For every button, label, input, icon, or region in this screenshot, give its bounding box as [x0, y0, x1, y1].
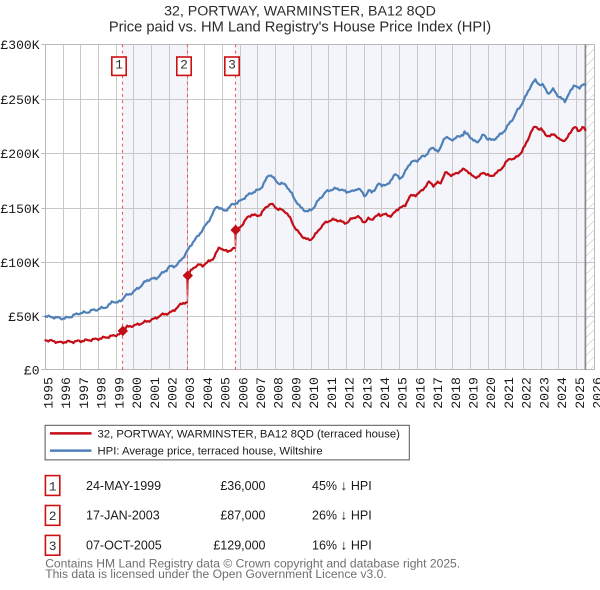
svg-text:2023: 2023: [537, 377, 552, 409]
svg-text:£36,000: £36,000: [220, 479, 265, 493]
svg-text:2001: 2001: [148, 377, 163, 409]
svg-text:2: 2: [180, 58, 188, 73]
svg-text:2004: 2004: [201, 377, 216, 409]
svg-text:£87,000: £87,000: [220, 509, 265, 523]
svg-text:2021: 2021: [502, 377, 517, 409]
svg-text:£129,000: £129,000: [213, 539, 265, 553]
svg-text:£150K: £150K: [0, 202, 39, 217]
svg-text:2019: 2019: [467, 377, 482, 409]
svg-text:1999: 1999: [112, 377, 127, 409]
svg-text:32, PORTWAY, WARMINSTER, BA12: 32, PORTWAY, WARMINSTER, BA12 8QD (terra…: [98, 428, 401, 440]
svg-text:2017: 2017: [431, 377, 446, 409]
svg-text:£200K: £200K: [0, 147, 39, 162]
svg-text:32, PORTWAY, WARMINSTER, BA12: 32, PORTWAY, WARMINSTER, BA12 8QD: [164, 4, 436, 20]
svg-text:45% ↓ HPI: 45% ↓ HPI: [312, 478, 372, 493]
svg-text:HPI: Average price, terraced h: HPI: Average price, terraced house, Wilt…: [98, 446, 323, 458]
svg-text:24-MAY-1999: 24-MAY-1999: [86, 479, 161, 493]
svg-text:1997: 1997: [77, 377, 92, 409]
svg-text:1995: 1995: [42, 377, 57, 409]
svg-text:2002: 2002: [166, 377, 181, 409]
svg-text:1: 1: [115, 58, 123, 73]
svg-text:2025: 2025: [573, 377, 588, 409]
svg-text:2022: 2022: [520, 377, 535, 409]
svg-text:2024: 2024: [555, 377, 570, 409]
svg-text:3: 3: [49, 539, 57, 554]
svg-text:2010: 2010: [307, 377, 322, 409]
svg-text:17-JAN-2003: 17-JAN-2003: [86, 509, 160, 523]
svg-text:£250K: £250K: [0, 93, 39, 108]
svg-text:2006: 2006: [236, 377, 251, 409]
svg-text:£300K: £300K: [0, 38, 39, 53]
svg-text:2005: 2005: [219, 377, 234, 409]
svg-text:3: 3: [228, 58, 236, 73]
svg-text:Price paid vs. HM Land Registr: Price paid vs. HM Land Registry's House …: [109, 20, 491, 36]
svg-text:£100K: £100K: [0, 256, 39, 271]
svg-text:2014: 2014: [378, 377, 393, 409]
svg-text:£50K: £50K: [8, 310, 39, 325]
svg-text:1: 1: [49, 479, 57, 494]
svg-text:2007: 2007: [254, 377, 269, 409]
svg-text:1996: 1996: [59, 377, 74, 409]
svg-text:26% ↓ HPI: 26% ↓ HPI: [312, 508, 372, 523]
svg-text:Contains HM Land Registry data: Contains HM Land Registry data © Crown c…: [45, 557, 460, 571]
svg-text:2013: 2013: [360, 377, 375, 409]
svg-text:2011: 2011: [325, 377, 340, 409]
svg-text:2015: 2015: [396, 377, 411, 409]
svg-text:£0: £0: [24, 363, 40, 378]
svg-text:2000: 2000: [130, 377, 145, 409]
svg-text:16% ↓ HPI: 16% ↓ HPI: [312, 538, 372, 553]
svg-text:This data is licensed under th: This data is licensed under the Open Gov…: [45, 567, 387, 581]
svg-text:2026: 2026: [591, 377, 600, 409]
svg-text:2009: 2009: [289, 377, 304, 409]
svg-text:2008: 2008: [272, 377, 287, 409]
svg-text:1998: 1998: [95, 377, 110, 409]
svg-text:2020: 2020: [484, 377, 499, 409]
svg-text:07-OCT-2005: 07-OCT-2005: [86, 539, 162, 553]
svg-text:2016: 2016: [413, 377, 428, 409]
svg-text:2003: 2003: [183, 377, 198, 409]
svg-text:2012: 2012: [343, 377, 358, 409]
svg-text:2018: 2018: [449, 377, 464, 409]
svg-text:2: 2: [49, 509, 57, 524]
